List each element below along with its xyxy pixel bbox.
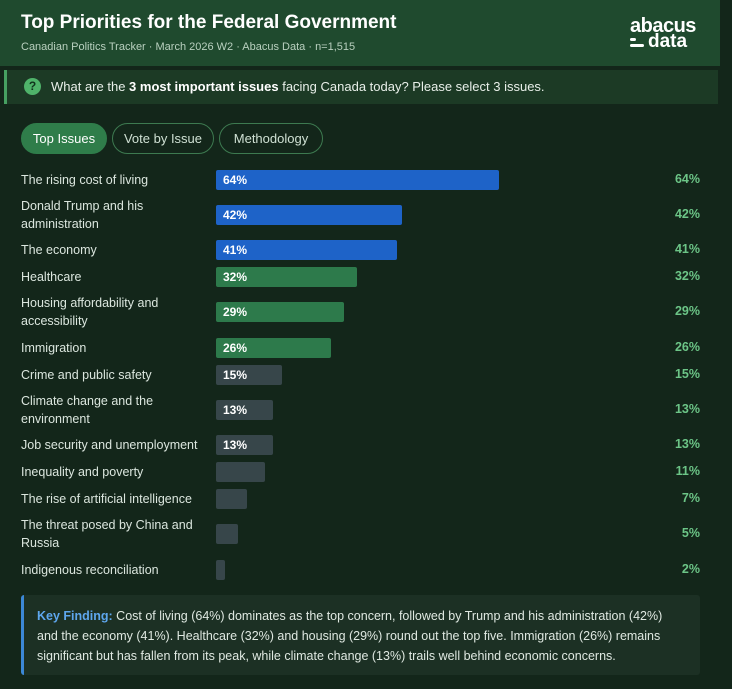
chart-row: Crime and public safety 15% 15%: [21, 355, 700, 395]
chart-bar: 26%: [216, 338, 331, 358]
abacus-logo: abacus data: [628, 15, 702, 55]
chart-row-value: 26%: [674, 340, 700, 354]
chart-bar: 42%: [216, 205, 402, 225]
chart-row-value: 64%: [674, 172, 700, 186]
chart-row-label: The economy: [21, 243, 97, 257]
logo-mark-icon: [630, 38, 644, 50]
chart-row: The rise of artificial intelligence 7%: [21, 479, 700, 519]
chart-bar: 41%: [216, 240, 397, 260]
question-text: What are the 3 most important issues fac…: [51, 79, 545, 94]
chart-bar: [216, 489, 247, 509]
chart-row: Donald Trump and his administration 42% 42…: [21, 195, 700, 235]
chart-row-value: 32%: [674, 269, 700, 283]
chart-row-value: 5%: [681, 526, 700, 540]
chart-bar-label: 15%: [223, 368, 248, 382]
chart-row-label: Crime and public safety: [21, 368, 152, 382]
chart-row-value: 7%: [681, 491, 700, 505]
chart-row: Housing affordability and accessibility 2…: [21, 292, 700, 332]
chart-bar: 15%: [216, 365, 282, 385]
chart-row-value: 2%: [681, 562, 700, 576]
tab-top-issues[interactable]: Top Issues: [21, 123, 107, 154]
chart-bar: 32%: [216, 267, 357, 287]
chart-bar-label: 41%: [223, 243, 248, 257]
chart-row: Healthcare 32% 32%: [21, 257, 700, 297]
chart-bar-label: 42%: [223, 208, 248, 222]
logo-text-top: abacus: [630, 15, 696, 37]
key-finding-text: Cost of living (64%) dominates as the to…: [37, 609, 663, 663]
chart-bar: 64%: [216, 170, 499, 190]
key-finding-label: Key Finding:: [37, 609, 113, 623]
header: Top Priorities for the Federal Governmen…: [0, 0, 720, 66]
question-banner: ? What are the 3 most important issues f…: [4, 70, 718, 104]
chart-bar-label: 64%: [223, 173, 248, 187]
chart-row: The threat posed by China and Russia 5%: [21, 514, 700, 554]
chart-bar: 13%: [216, 400, 273, 420]
chart-row-label: Healthcare: [21, 270, 82, 284]
chart-row: Climate change and the environment 13% 13%: [21, 390, 700, 430]
chart-row-label: Climate change and the environment: [21, 394, 154, 426]
chart-row: Inequality and poverty 11%: [21, 452, 700, 492]
chart-row-value: 29%: [674, 304, 700, 318]
chart-row-value: 42%: [674, 207, 700, 221]
logo-text-bottom: data: [648, 31, 688, 52]
chart-row: Job security and unemployment 13% 13%: [21, 425, 700, 465]
chart-bar-label: 13%: [223, 438, 248, 452]
chart-row: The economy 41% 41%: [21, 230, 700, 270]
chart-row: The rising cost of living 64% 64%: [21, 160, 700, 200]
chart-bar-label: 13%: [223, 403, 248, 417]
chart-bar: [216, 524, 238, 544]
chart-bar: 29%: [216, 302, 344, 322]
chart-row-label: The rise of artificial intelligence: [21, 492, 192, 506]
chart-bar-label: 29%: [223, 305, 248, 319]
chart-row-value: 13%: [674, 402, 700, 416]
page-title: Top Priorities for the Federal Governmen…: [21, 12, 397, 33]
chart-row-label: Indigenous reconciliation: [21, 563, 159, 577]
chart-row-label: The threat posed by China and Russia: [21, 518, 193, 550]
chart-row-value: 13%: [674, 437, 700, 451]
chart-row-value: 15%: [674, 367, 700, 381]
tab-vote-by-issue[interactable]: Vote by Issue: [112, 123, 214, 154]
question-prefix: What are the: [51, 79, 130, 94]
chart-bar-label: 26%: [223, 341, 248, 355]
chart-row-label: Inequality and poverty: [21, 465, 144, 479]
chart-row-label: Donald Trump and his administration: [21, 199, 144, 231]
chart-row-value: 41%: [674, 242, 700, 256]
key-finding-box: Key Finding: Cost of living (64%) domina…: [21, 595, 700, 675]
page-subtitle: Canadian Politics Tracker · March 2026 W…: [21, 41, 356, 53]
chart-row: Immigration 26% 26%: [21, 328, 700, 368]
chart-row-label: The rising cost of living: [21, 173, 149, 187]
chart-bar-label: 32%: [223, 270, 248, 284]
chart-row-value: 11%: [675, 464, 700, 478]
tab-methodology[interactable]: Methodology: [219, 123, 323, 154]
chart-bar: 13%: [216, 435, 273, 455]
chart-row-label: Immigration: [21, 341, 87, 355]
chart-row: Indigenous reconciliation 2%: [21, 550, 700, 590]
chart-row-label: Job security and unemployment: [21, 438, 198, 452]
question-suffix: facing Canada today? Please select 3 iss…: [278, 79, 545, 94]
chart-bar: [216, 462, 265, 482]
chart-row-label: Housing affordability and accessibility: [21, 296, 159, 328]
question-emphasis: 3 most important issues: [129, 79, 279, 94]
chart-bar: [216, 560, 225, 580]
help-icon: ?: [24, 78, 41, 95]
